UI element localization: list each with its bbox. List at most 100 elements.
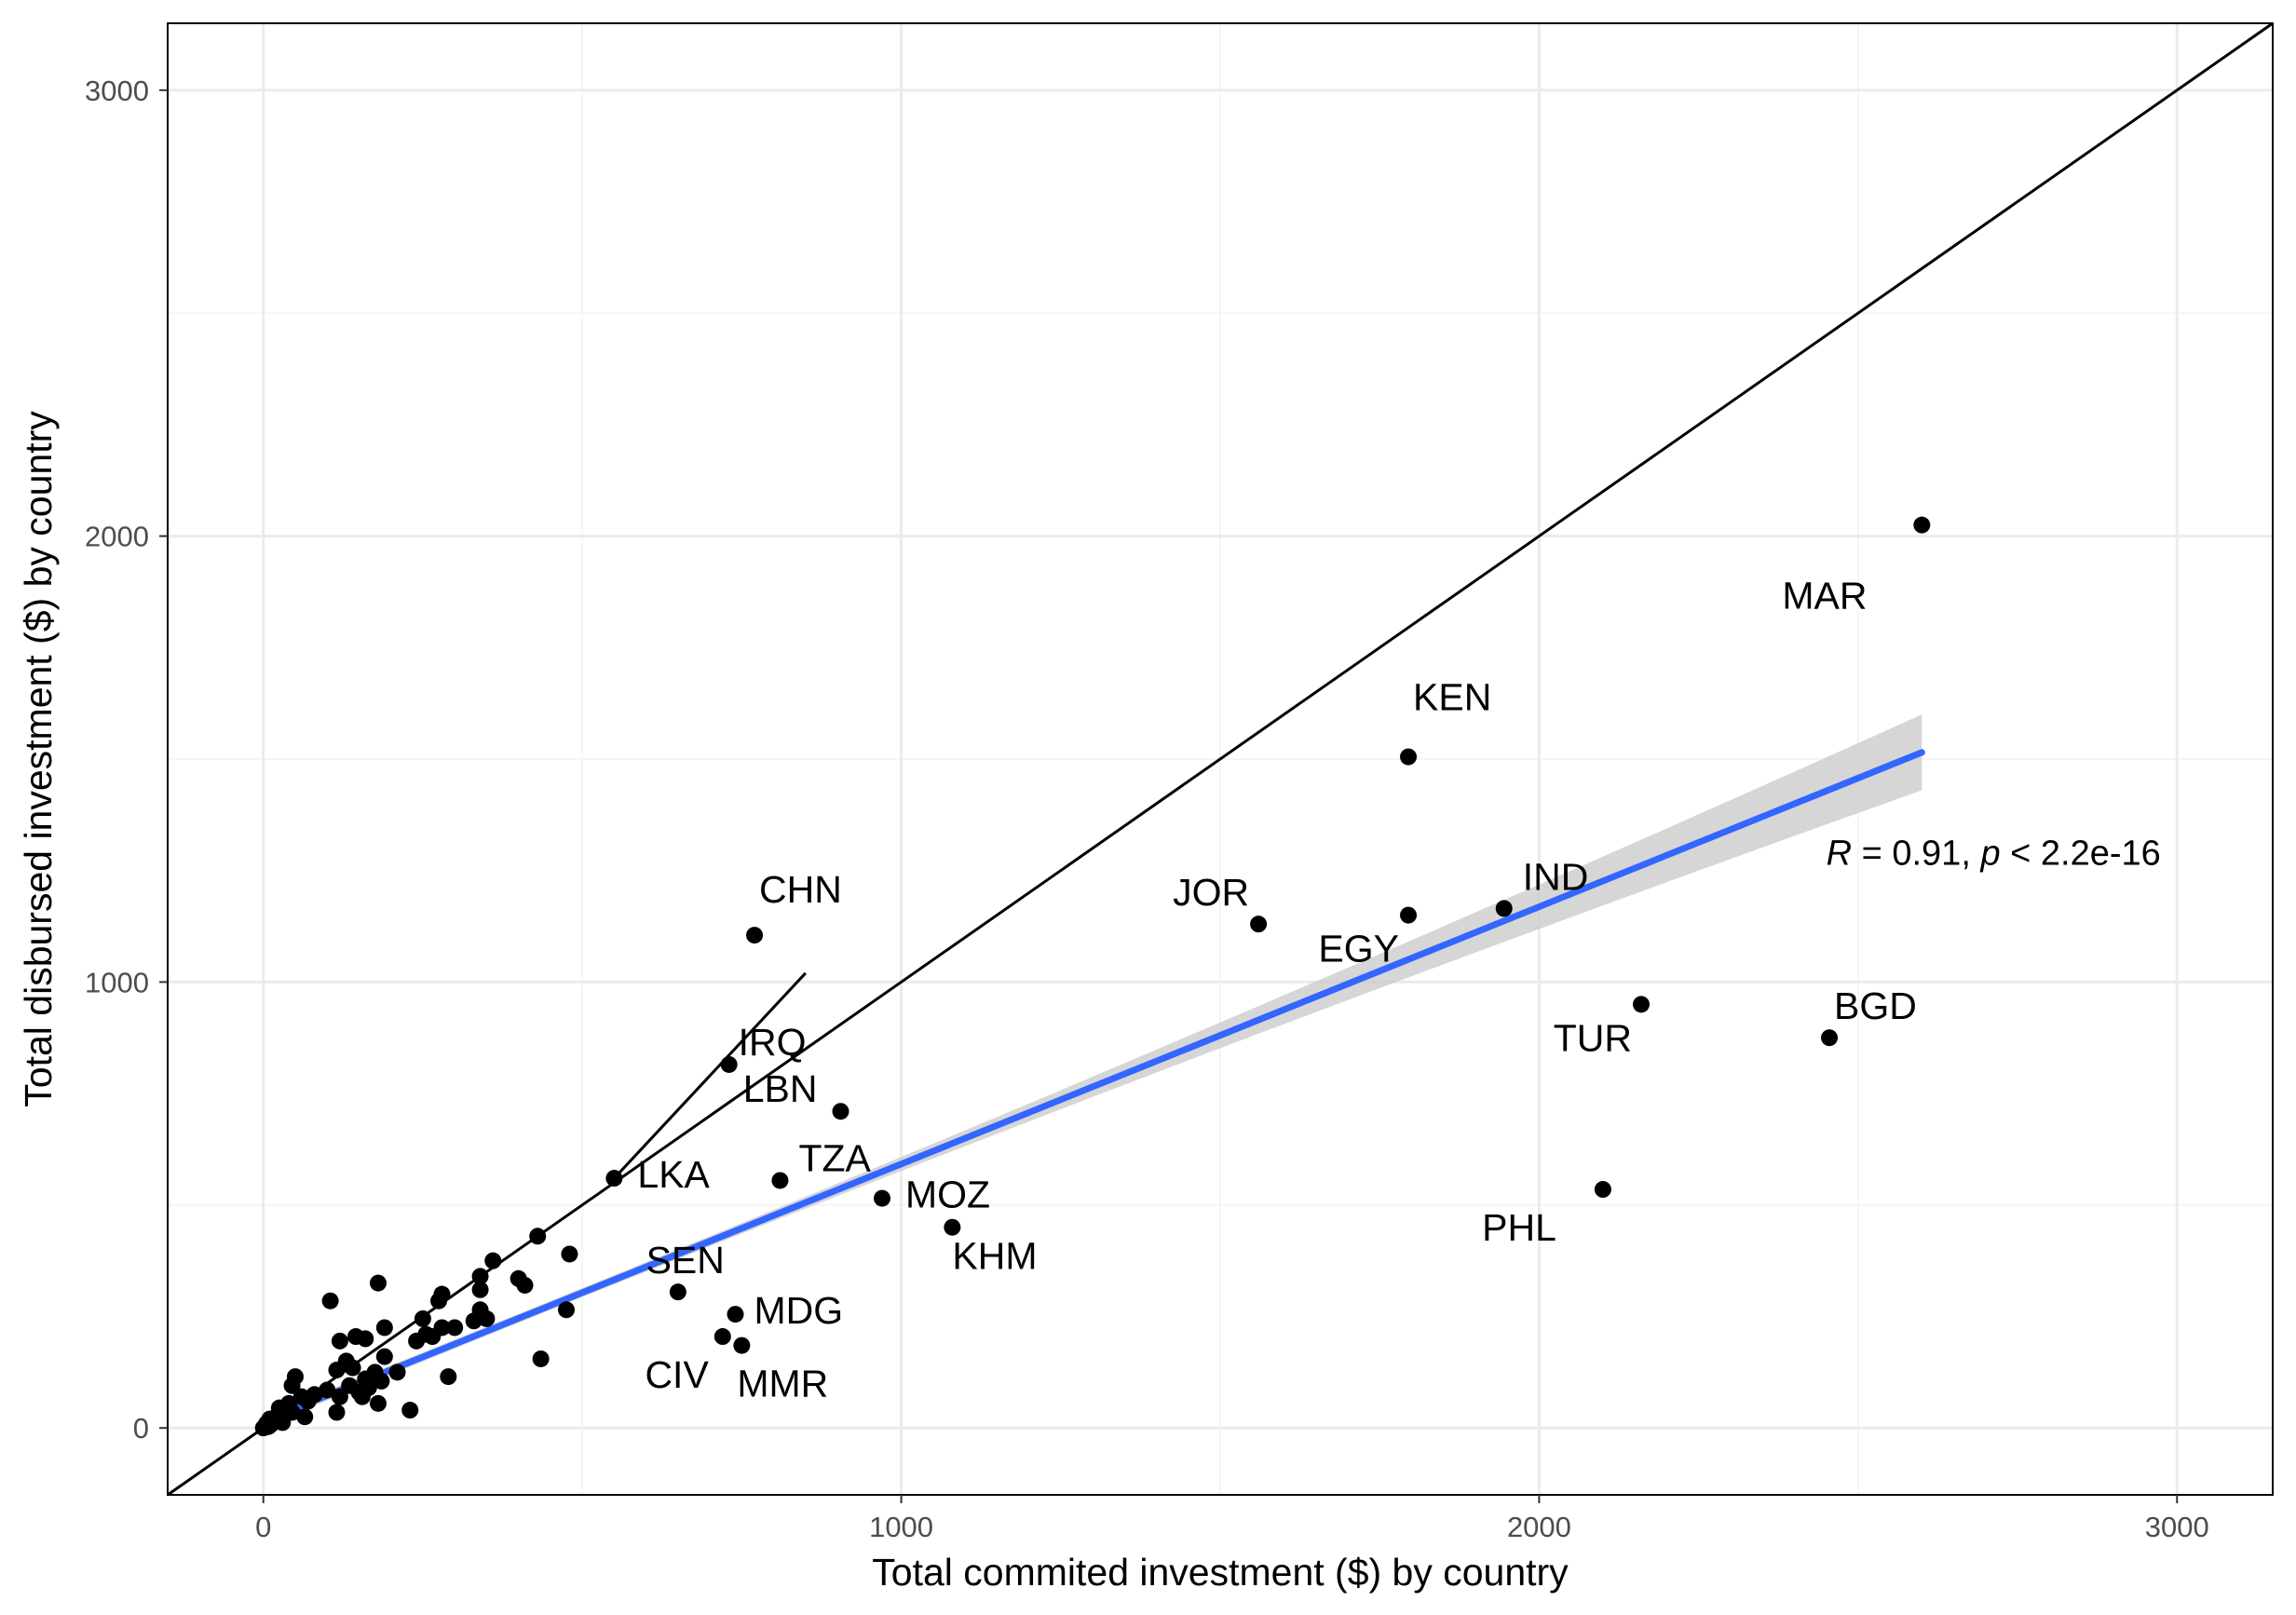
point-label-ken: KEN [1413,676,1491,719]
y-axis-ticks: 0 1000 2000 3000 [85,75,168,1445]
point-label-mdg: MDG [754,1289,844,1332]
data-point [353,1388,371,1405]
x-tick-label: 1000 [869,1511,933,1543]
data-point [299,1392,317,1410]
x-axis-ticks: 0 1000 2000 3000 [255,1495,2209,1543]
point-label-bgd: BGD [1834,984,1917,1027]
data-point [484,1252,502,1269]
data-point [414,1310,431,1327]
data-point-egy [1400,906,1418,924]
data-point [328,1404,346,1421]
regression-line [260,749,1925,1425]
data-point [561,1245,578,1263]
data-point [331,1332,348,1350]
point-label-jor: JOR [1173,871,1249,914]
x-axis-title: Total commited investment ($) by country [872,1551,1569,1594]
data-point-jor [1250,916,1268,933]
data-point [344,1359,361,1377]
data-point-mdg [727,1306,744,1323]
y-tick-label: 1000 [85,966,149,998]
data-point [283,1377,301,1394]
data-point [375,1348,393,1365]
y-axis-title: Total disbursed investment ($) by countr… [17,411,60,1107]
annotation-italic-part: R [1827,835,1852,874]
data-point-ken [1400,748,1418,766]
data-point [328,1361,346,1378]
data-point-tur [1633,996,1650,1013]
data-point [558,1301,576,1319]
x-tick-label: 3000 [2145,1511,2209,1543]
point-label-lka: LKA [637,1153,710,1196]
annotation-part: < 2.2e-16 [2001,835,2161,874]
point-label-tur: TUR [1554,1016,1632,1059]
data-point [516,1276,534,1294]
data-point-sen [669,1283,686,1301]
annotation-part: = 0.91, [1852,835,1980,874]
data-point [529,1228,547,1245]
data-point-mar [1913,516,1931,534]
plot-panel-border [167,22,2274,1496]
data-point-civ [713,1328,731,1346]
point-label-civ: CIV [645,1353,709,1396]
point-label-moz: MOZ [905,1174,990,1216]
data-points [254,516,1931,1437]
data-point [446,1319,464,1337]
data-point-tza [771,1172,789,1189]
reference-segment [613,971,807,1180]
data-point-ind [1495,900,1513,917]
y-tick-label: 2000 [85,521,149,553]
data-point [375,1319,393,1337]
data-point [321,1292,339,1310]
data-point [465,1312,482,1330]
data-point-phl [1594,1181,1611,1199]
data-point [319,1381,336,1399]
data-point-bgd [1821,1029,1839,1047]
data-point [532,1350,550,1367]
grid-lines [168,23,2273,1495]
data-point [430,1292,448,1310]
data-point-lka [605,1170,623,1188]
point-label-sen: SEN [646,1239,725,1282]
data-point [357,1330,374,1348]
data-point [296,1408,314,1426]
point-label-egy: EGY [1318,928,1399,970]
annotation-italic-part: p [1979,835,2000,874]
data-point [471,1268,489,1285]
data-point [388,1364,406,1381]
data-point [370,1394,387,1412]
correlation-annotation: R = 0.91, p < 2.2e-16 [1827,835,2161,874]
point-label-lbn: LBN [743,1067,818,1110]
identity-line [167,21,2274,1497]
reference-lines [167,21,2274,1497]
regression-fit-line [260,749,1925,1425]
y-tick-label: 0 [133,1412,149,1445]
data-point-mmr [733,1337,751,1354]
data-point-chn [746,927,764,944]
y-tick-label: 3000 [85,75,149,107]
data-point-irq [720,1055,738,1073]
data-point [408,1332,426,1350]
data-point [331,1388,348,1405]
data-point-moz [874,1189,891,1207]
data-point [401,1402,419,1419]
point-label-mmr: MMR [737,1363,828,1405]
data-point [283,1404,301,1421]
x-tick-label: 2000 [1507,1511,1571,1543]
data-point [373,1372,390,1390]
data-point-lbn [832,1103,849,1120]
point-label-khm: KHM [952,1235,1037,1278]
data-point [471,1281,489,1298]
data-point [440,1368,457,1386]
x-tick-label: 0 [255,1511,271,1543]
data-point [478,1310,496,1327]
point-label-irq: IRQ [739,1021,807,1064]
data-point [370,1274,387,1292]
point-label-chn: CHN [759,868,842,911]
point-label-phl: PHL [1482,1206,1556,1249]
data-point-khm [944,1218,961,1236]
point-label-tza: TZA [798,1136,871,1179]
point-label-ind: IND [1523,855,1589,898]
data-point [424,1328,442,1346]
